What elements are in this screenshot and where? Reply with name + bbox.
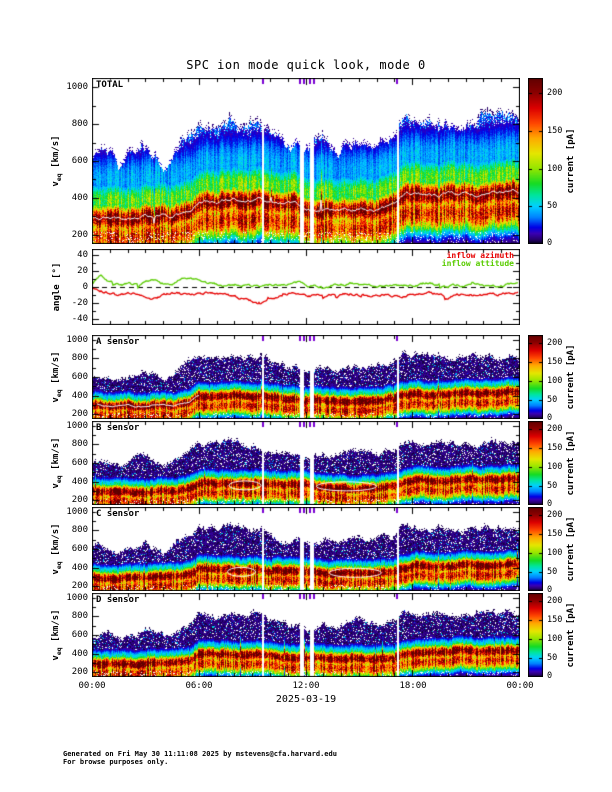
colorbar-tick-label: 200 — [547, 88, 563, 98]
y-tick-label: 1000 — [66, 82, 88, 93]
spectrogram-d-sensor — [92, 593, 520, 677]
y-tick-label: 200 — [71, 581, 88, 592]
legend-inflow-attitude: inflow attitude — [441, 259, 514, 268]
y-tick-label: 200 — [71, 409, 88, 420]
panel-label-d-sensor: D sensor — [96, 595, 140, 605]
colorbar-tick-label: 200 — [547, 596, 563, 606]
y-tick-label: 400 — [71, 192, 88, 203]
colorbar-tick-label: 50 — [547, 481, 558, 491]
colorbar-tick-label: 200 — [547, 510, 563, 520]
colorbar-tick-label: 200 — [547, 338, 563, 348]
y-tick-label: 400 — [71, 648, 88, 659]
x-tick-label-0: 00:00 — [78, 681, 106, 691]
y-tick-label: 600 — [71, 630, 88, 640]
colorbar-tick-label: 150 — [547, 126, 563, 136]
colorbar-tick-label: 0 — [547, 585, 553, 595]
y-tick-label: 40 — [77, 250, 88, 261]
y-tick-label: 200 — [71, 229, 88, 240]
spectrogram-total — [92, 78, 520, 244]
spectrogram-a-sensor — [92, 335, 520, 419]
colorbar-3 — [528, 421, 543, 505]
y-axis-label-veq: veq [km/s] — [51, 609, 63, 661]
colorbar-tick-label: 50 — [547, 567, 558, 577]
panel-label-c-sensor: C sensor — [96, 509, 140, 519]
y-tick-label: 200 — [71, 495, 88, 506]
colorbar-tick-label: 0 — [547, 499, 553, 509]
colorbar-axis-label: current [pA] — [566, 344, 576, 410]
colorbar-tick-label: 200 — [547, 424, 563, 434]
y-tick-label: 1000 — [66, 592, 88, 603]
colorbar-tick-label: 150 — [547, 443, 563, 453]
colorbar-tick-label: 150 — [547, 529, 563, 539]
colorbar-tick-label: 50 — [547, 653, 558, 663]
colorbar-tick-label: 50 — [547, 201, 558, 211]
y-tick-label: 400 — [71, 562, 88, 573]
y-tick-label: 1000 — [66, 506, 88, 517]
y-tick-label: 600 — [71, 458, 88, 468]
panel-label-total: TOTAL — [96, 80, 124, 90]
colorbar-tick-label: 0 — [547, 413, 553, 423]
colorbar-axis-label: current [pA] — [566, 602, 576, 668]
y-axis-label-veq: veq [km/s] — [51, 351, 63, 403]
y-tick-label: -40 — [71, 313, 88, 324]
y-tick-label: 600 — [71, 156, 88, 166]
y-tick-label: 400 — [71, 390, 88, 401]
colorbar-tick-label: 150 — [547, 357, 563, 367]
colorbar-axis-label: current [pA] — [566, 430, 576, 496]
y-axis-label-veq: veq [km/s] — [51, 135, 63, 187]
colorbar-tick-label: 100 — [547, 462, 563, 472]
colorbar-tick-label: 0 — [547, 671, 553, 681]
panel-label-b-sensor: B sensor — [96, 423, 140, 433]
y-tick-label: 600 — [71, 544, 88, 554]
x-tick-label-24: 00:00 — [506, 681, 534, 691]
footer-browse-line: For browse purposes only. — [63, 758, 169, 766]
angle-plot-canvas — [92, 249, 520, 325]
y-tick-label: 20 — [77, 266, 88, 277]
spectrogram-b-sensor — [92, 421, 520, 505]
spectrogram-c-sensor — [92, 507, 520, 591]
y-tick-label: -20 — [71, 297, 88, 308]
y-tick-label: 800 — [71, 525, 88, 536]
y-axis-label-veq: veq [km/s] — [51, 523, 63, 575]
y-tick-label: 400 — [71, 476, 88, 487]
colorbar-tick-label: 150 — [547, 615, 563, 625]
y-tick-label: 0 — [82, 282, 88, 292]
y-tick-label: 800 — [71, 611, 88, 622]
colorbar-axis-label: current [pA] — [566, 516, 576, 582]
colorbar-5 — [528, 593, 543, 677]
y-tick-label: 600 — [71, 372, 88, 382]
colorbar-tick-label: 100 — [547, 634, 563, 644]
y-tick-label: 1000 — [66, 334, 88, 345]
y-tick-label: 800 — [71, 353, 88, 364]
panel-label-a-sensor: A sensor — [96, 337, 140, 347]
colorbar-4 — [528, 507, 543, 591]
x-tick-label-18: 18:00 — [399, 681, 427, 691]
colorbar-tick-label: 100 — [547, 548, 563, 558]
y-tick-label: 200 — [71, 667, 88, 678]
legend-inflow-azimuth: inflow azimuth — [446, 251, 514, 260]
colorbar-tick-label: 0 — [547, 238, 553, 248]
x-tick-label-6: 06:00 — [185, 681, 213, 691]
colorbar-axis-label: current [pA] — [566, 128, 576, 194]
y-tick-label: 800 — [71, 439, 88, 450]
chart-title: SPC ion mode quick look, mode 0 — [186, 58, 426, 72]
x-tick-label-12: 12:00 — [292, 681, 320, 691]
colorbar-tick-label: 50 — [547, 395, 558, 405]
colorbar-tick-label: 100 — [547, 376, 563, 386]
colorbar-tick-label: 100 — [547, 164, 563, 174]
colorbar-0 — [528, 78, 543, 244]
footer-generated-line: Generated on Fri May 30 11:11:08 2025 by… — [63, 750, 337, 758]
y-axis-label-veq: veq [km/s] — [51, 437, 63, 489]
y-axis-label-angle: angle [°] — [52, 262, 62, 312]
y-tick-label: 1000 — [66, 420, 88, 431]
x-axis-date-label: 2025-03-19 — [275, 694, 337, 705]
colorbar-2 — [528, 335, 543, 419]
y-tick-label: 800 — [71, 119, 88, 130]
